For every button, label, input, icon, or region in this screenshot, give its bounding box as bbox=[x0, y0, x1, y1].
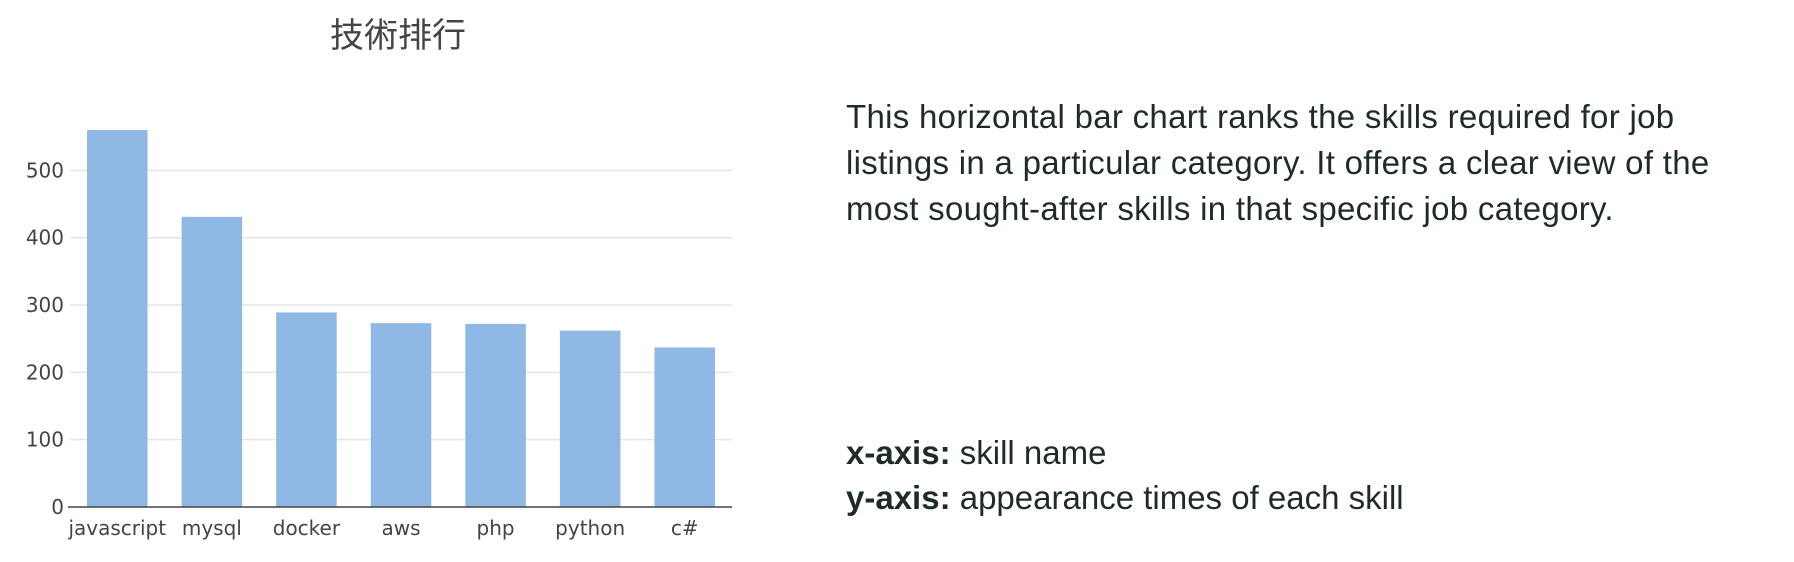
x-tick-label: php bbox=[477, 516, 515, 540]
x-tick-label: docker bbox=[273, 516, 341, 540]
y-tick-label: 300 bbox=[26, 293, 64, 317]
y-tick-label: 400 bbox=[26, 226, 64, 250]
x-tick-label: javascript bbox=[67, 516, 166, 540]
gridlines bbox=[70, 169, 732, 441]
x-tick-label: python bbox=[555, 516, 625, 540]
axis-notes: x-axis: skill name y-axis: appearance ti… bbox=[846, 430, 1404, 520]
bar-c bbox=[654, 347, 715, 507]
y-tick-label: 100 bbox=[26, 428, 64, 452]
x-axis-note-key: x-axis: bbox=[846, 434, 951, 471]
bar-docker bbox=[276, 312, 337, 507]
bars bbox=[87, 130, 715, 507]
y-axis-note-key: y-axis: bbox=[846, 479, 951, 516]
y-tick-label: 500 bbox=[26, 158, 64, 182]
bar-aws bbox=[370, 323, 432, 507]
x-axis-note: x-axis: skill name bbox=[846, 430, 1404, 475]
x-tick-label: c# bbox=[671, 516, 699, 540]
bar-mysql bbox=[181, 216, 243, 507]
y-axis-note-text: appearance times of each skill bbox=[950, 479, 1404, 516]
bar-javascript bbox=[87, 130, 148, 507]
x-tick-label: aws bbox=[381, 516, 420, 540]
y-axis-note: y-axis: appearance times of each skill bbox=[846, 475, 1404, 520]
y-tick-label: 0 bbox=[51, 495, 64, 519]
description-panel: This horizontal bar chart ranks the skil… bbox=[846, 94, 1786, 232]
tick-labels: 0 100 200 300 400 500 javascript mysql docker aws… bbox=[26, 158, 699, 540]
x-tick-label: mysql bbox=[182, 516, 242, 540]
bar-php bbox=[465, 323, 526, 507]
chart-description: This horizontal bar chart ranks the skil… bbox=[846, 98, 1710, 227]
bar-python bbox=[559, 330, 621, 507]
chart-panel: 技術排行 0 100 200 300 400 500 javascript mysql dock… bbox=[0, 0, 800, 562]
x-axis-note-text: skill name bbox=[950, 434, 1107, 471]
chart-title: 技術排行 bbox=[330, 16, 466, 56]
y-tick-label: 200 bbox=[26, 360, 64, 384]
bar-chart: 技術排行 0 100 200 300 400 500 javascript mysql dock… bbox=[26, 16, 732, 540]
